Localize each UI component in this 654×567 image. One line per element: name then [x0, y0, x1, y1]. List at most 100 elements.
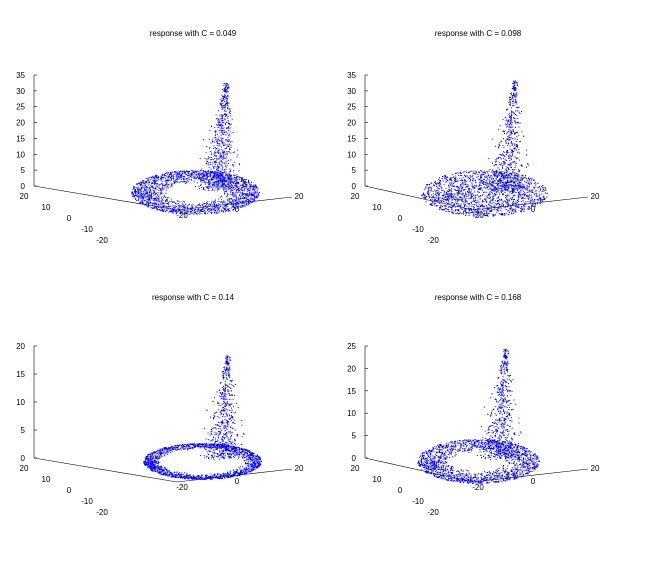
scatter-point: [220, 125, 222, 127]
scatter-point: [453, 181, 455, 183]
scatter-point: [443, 175, 445, 177]
scatter-point: [516, 138, 518, 140]
scatter-point: [492, 185, 494, 187]
scatter-point: [167, 204, 169, 206]
scatter-point: [514, 127, 516, 128]
scatter-point: [498, 146, 500, 148]
scatter-point: [530, 182, 532, 184]
scatter-point: [214, 162, 216, 164]
scatter-point: [471, 193, 473, 195]
scatter-point: [480, 176, 481, 178]
scatter-point: [229, 149, 230, 150]
scatter-point: [236, 197, 238, 199]
scatter-point: [230, 152, 232, 154]
scatter-point: [152, 186, 154, 188]
scatter-point: [223, 201, 225, 203]
scatter-point: [479, 181, 481, 183]
scatter-point: [470, 191, 472, 193]
scatter-point: [518, 185, 520, 187]
scatter-point: [218, 163, 220, 165]
scatter-point: [208, 171, 210, 173]
scatter-point: [506, 109, 508, 111]
scatter-point: [227, 193, 229, 195]
scatter-point: [225, 202, 227, 204]
scatter-point: [509, 163, 511, 165]
scatter-point: [500, 184, 502, 186]
scatter-point: [507, 139, 508, 141]
scatter-point: [460, 179, 461, 181]
scatter-point: [133, 188, 135, 190]
scatter-point: [205, 183, 206, 185]
scatter-point: [207, 208, 209, 210]
scatter-point: [490, 197, 492, 199]
scatter-point: [224, 191, 226, 193]
scatter-point: [227, 107, 228, 109]
scatter-point: [503, 175, 505, 177]
scatter-point: [223, 211, 224, 213]
scatter-point: [207, 174, 209, 176]
scatter-point: [455, 197, 457, 199]
scatter-point: [500, 204, 502, 206]
scatter-point: [235, 177, 237, 179]
scatter-point: [508, 164, 510, 166]
scatter-point: [147, 178, 149, 180]
scatter-point: [445, 205, 447, 206]
scatter-point: [252, 200, 254, 202]
scatter-point: [146, 199, 148, 200]
scatter-point: [141, 193, 143, 195]
scatter-point: [536, 190, 538, 192]
scatter-point: [510, 157, 512, 159]
scatter-point: [158, 195, 160, 197]
scatter-point: [218, 176, 220, 178]
scatter-point: [483, 181, 485, 183]
scatter-point: [241, 189, 242, 191]
scatter-point: [464, 189, 466, 191]
scatter-point: [529, 179, 530, 181]
scatter-point: [202, 207, 204, 209]
scatter-point: [428, 187, 430, 189]
scatter-point: [241, 205, 243, 206]
scatter-point: [540, 199, 542, 201]
scatter-point: [483, 173, 485, 175]
scatter-point: [149, 189, 151, 191]
scatter-point: [226, 144, 228, 146]
scatter-point: [202, 175, 203, 177]
scatter-point: [473, 191, 475, 193]
scatter-point: [515, 185, 516, 187]
scatter-point: [208, 180, 210, 182]
scatter-point: [187, 181, 189, 183]
scatter-point: [525, 203, 527, 205]
scatter-point: [496, 189, 498, 191]
scatter-point: [165, 183, 167, 185]
scatter-point: [138, 190, 140, 192]
scatter-point: [529, 208, 531, 210]
scatter-point: [252, 188, 254, 189]
scatter-point: [215, 210, 216, 212]
scatter-point: [456, 212, 458, 214]
scatter-point: [220, 128, 222, 129]
scatter-point: [492, 213, 494, 215]
scatter-point: [443, 191, 445, 193]
scatter-point: [236, 202, 238, 204]
scatter-point: [248, 199, 250, 201]
scatter-point: [205, 175, 207, 177]
scatter-point: [496, 170, 498, 172]
scatter-point: [450, 194, 452, 195]
scatter-point: [501, 173, 502, 175]
scatter-point: [148, 182, 150, 184]
scatter-point: [236, 189, 238, 191]
scatter-point: [205, 186, 207, 188]
scatter-point: [458, 212, 460, 214]
scatter-point: [216, 184, 218, 185]
x-tick-label: 20: [591, 192, 600, 201]
scatter-point: [217, 190, 218, 192]
scatter-point: [232, 198, 234, 200]
scatter-point: [190, 212, 192, 214]
scatter-point: [175, 209, 177, 211]
scatter-point: [205, 212, 207, 214]
scatter-point: [201, 209, 203, 211]
scatter-point: [514, 169, 516, 170]
y-tick-label: -20: [96, 236, 108, 245]
scatter-point: [520, 194, 522, 196]
scatter-point: [195, 206, 197, 208]
